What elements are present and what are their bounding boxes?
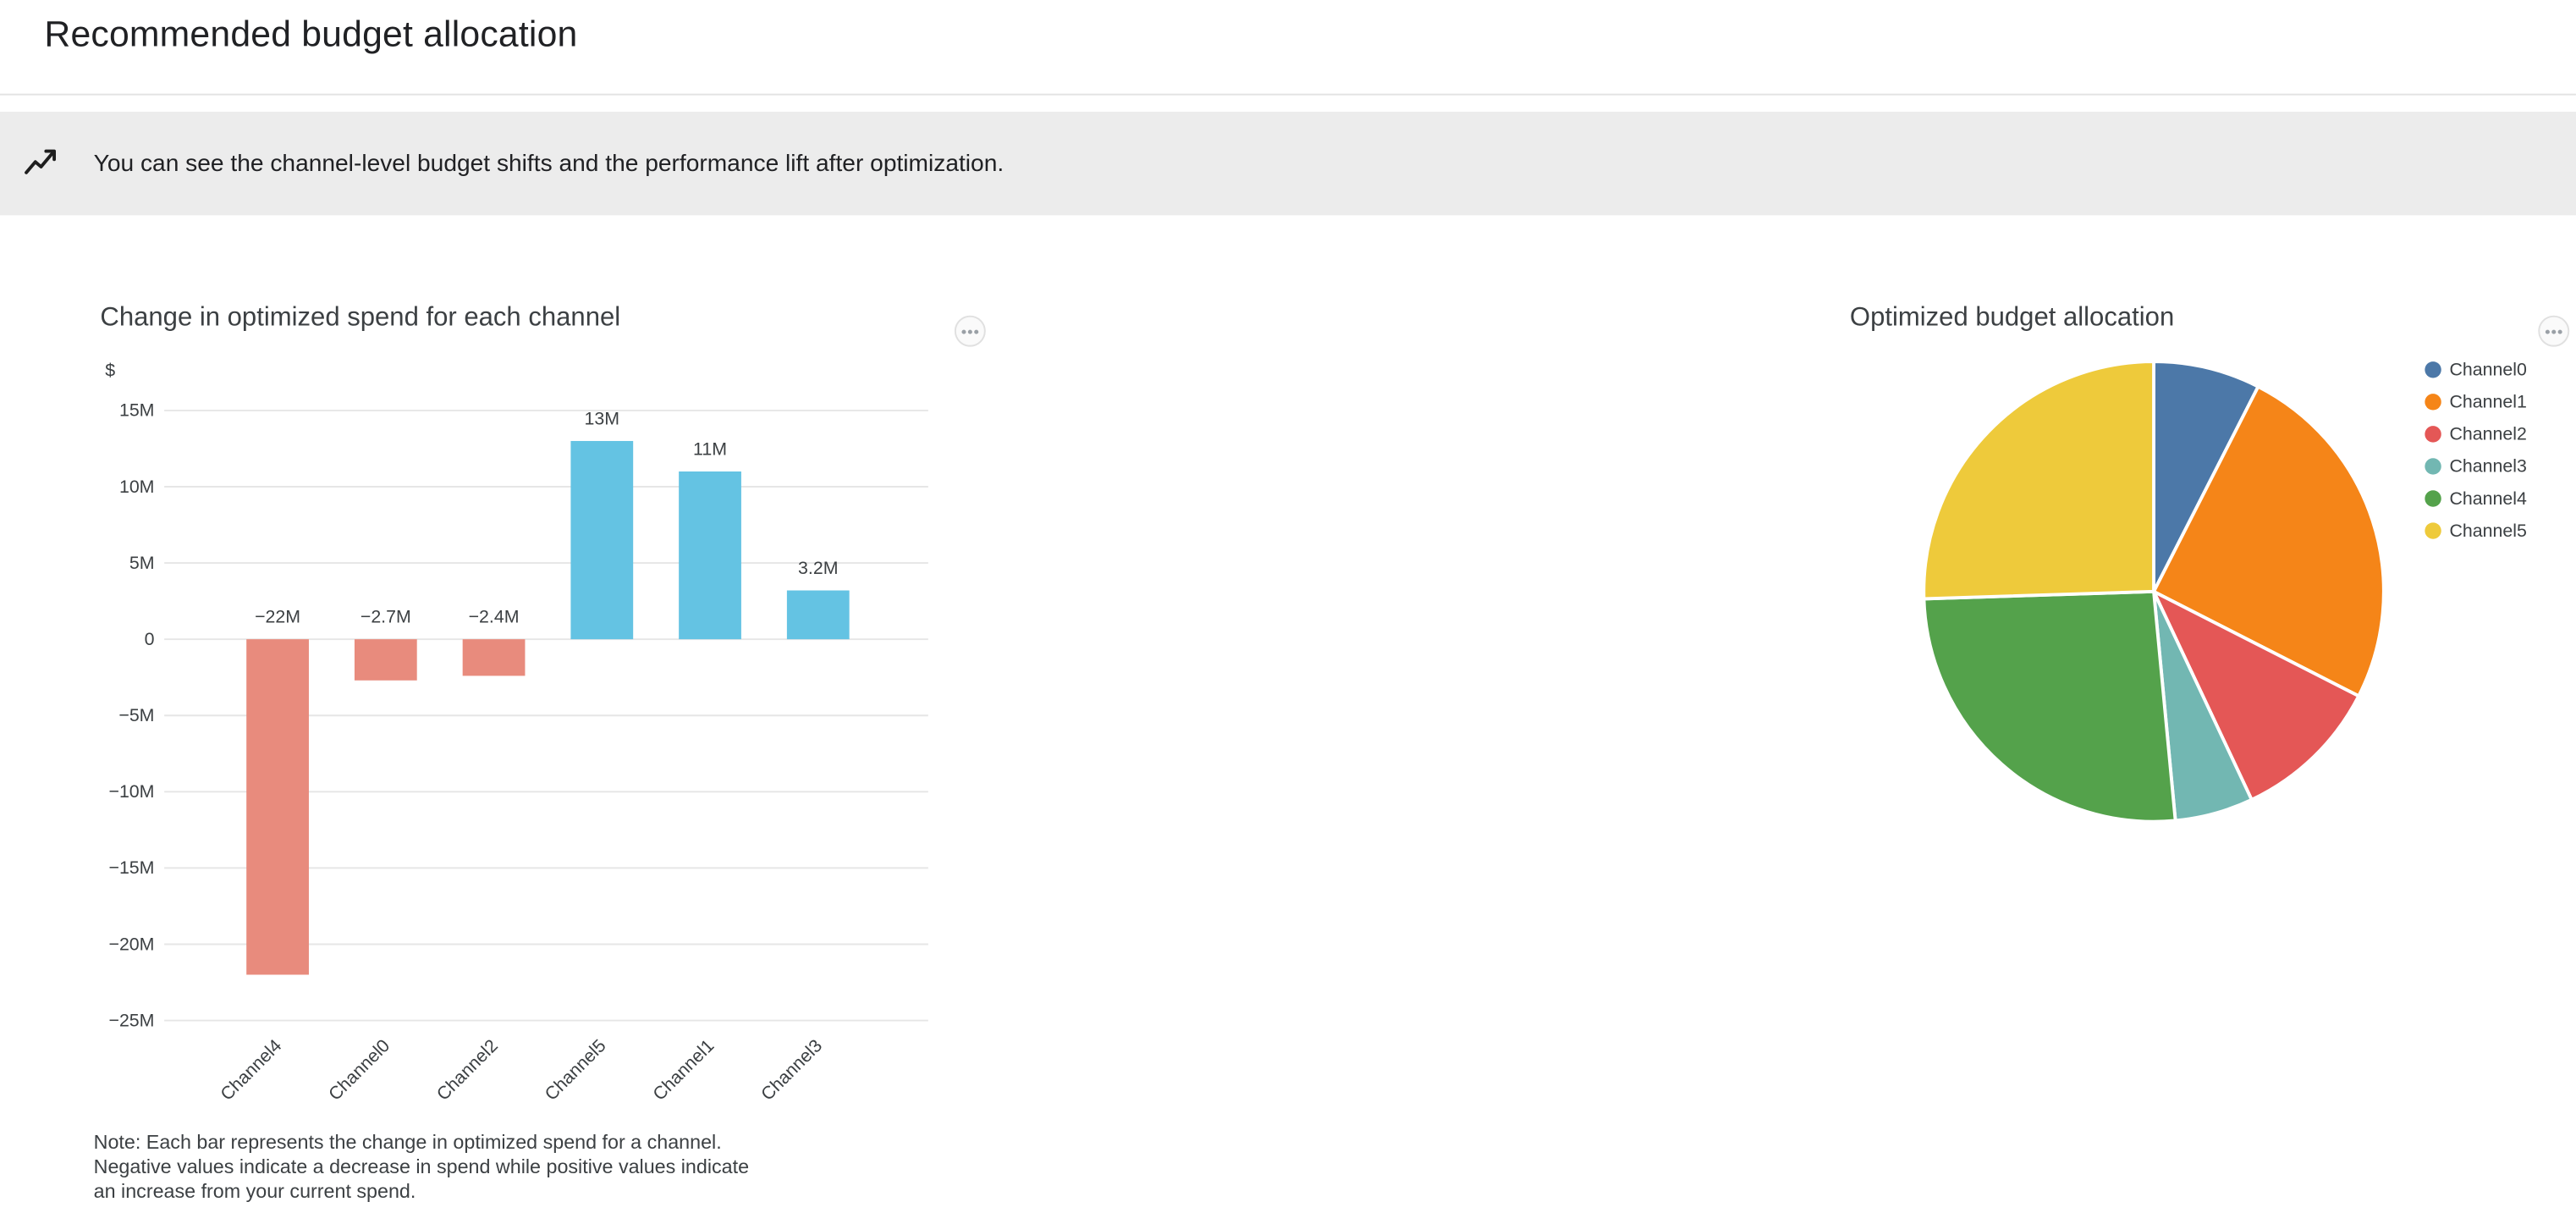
legend-label-Channel4: Channel4: [2449, 488, 2527, 509]
spend-change-chart-note: Note: Each bar represents the change in …: [93, 1130, 750, 1204]
banner-text: You can see the channel-level budget shi…: [93, 150, 1005, 177]
legend-swatch-Channel3: [2425, 458, 2441, 475]
x-tick-label: Channel0: [325, 1035, 394, 1105]
allocation-chart-menu-button[interactable]: [2538, 315, 2570, 347]
bar-value-label: −2.7M: [361, 607, 411, 627]
y-axis-title: $: [105, 361, 115, 381]
bar-Channel5: [570, 440, 634, 640]
pie-slice-Channel0: [2152, 360, 2260, 593]
legend-label-Channel5: Channel5: [2449, 521, 2526, 541]
page-title: Recommended budget allocation: [44, 13, 578, 55]
svg-text:Channel5: Channel5: [541, 1035, 610, 1105]
bar-value-label: 11M: [693, 439, 727, 460]
legend-swatch-Channel1: [2425, 394, 2441, 411]
header-divider: [0, 93, 2576, 96]
svg-text:Channel3: Channel3: [757, 1035, 827, 1105]
bar-value-label: −22M: [255, 607, 300, 627]
legend-swatch-Channel2: [2425, 426, 2441, 443]
y-tick-label: 10M: [119, 477, 155, 497]
info-banner: You can see the channel-level budget shi…: [0, 112, 2576, 216]
bar-value-label: 13M: [585, 409, 620, 429]
svg-text:Channel1: Channel1: [649, 1035, 718, 1105]
spend-change-bar-chart: 15M 10M 5M 0 −5M −10M −15M −20M −25M $ −22M Channel…: [105, 361, 928, 1105]
bar-Channel3: [786, 590, 850, 640]
bar-value-label: 3.2M: [798, 558, 838, 578]
spend-change-chart-title: Change in optimized spend for each chann…: [100, 304, 621, 333]
x-tick-label: Channel4: [217, 1035, 286, 1105]
pie-slice-Channel4: [1922, 589, 2177, 824]
x-tick-label: Channel1: [649, 1035, 718, 1105]
y-tick-label: 0: [145, 629, 155, 649]
bar-Channel0: [354, 639, 417, 681]
y-tick-label: −5M: [118, 705, 154, 725]
allocation-pie-chart: Channel0 Channel1 Channel2 Channel3 Channel4…: [1922, 360, 2527, 824]
svg-text:Channel4: Channel4: [217, 1035, 286, 1105]
x-tick-label: Channel3: [757, 1035, 827, 1105]
pie-slice-Channel1: [2152, 384, 2386, 698]
more-options-icon: [961, 328, 979, 334]
x-tick-label: Channel2: [432, 1035, 502, 1105]
legend-label-Channel0: Channel0: [2449, 360, 2527, 380]
more-options-icon: [2545, 328, 2562, 334]
y-tick-label: 5M: [129, 553, 155, 573]
allocation-chart-title: Optimized budget allocation: [1849, 304, 2175, 333]
legend-swatch-Channel5: [2425, 522, 2441, 539]
legend-swatch-Channel0: [2425, 361, 2441, 378]
bar-Channel2: [462, 639, 526, 676]
spend-change-chart-menu-button[interactable]: [954, 315, 986, 347]
svg-text:Channel0: Channel0: [325, 1035, 394, 1105]
pie-slice-Channel2: [2152, 589, 2361, 802]
y-tick-label: −15M: [108, 857, 154, 878]
legend-label-Channel2: Channel2: [2449, 424, 2526, 444]
y-tick-label: −10M: [108, 781, 154, 802]
bar-Channel1: [679, 471, 741, 640]
svg-text:Channel2: Channel2: [432, 1035, 502, 1105]
bar-value-label: −2.4M: [469, 607, 520, 627]
insights-icon: [23, 145, 59, 181]
bar-Channel4: [246, 639, 309, 975]
legend-label-Channel3: Channel3: [2449, 456, 2526, 477]
legend-swatch-Channel4: [2425, 490, 2441, 507]
y-tick-label: −25M: [108, 1010, 154, 1030]
pie-slice-Channel5: [1922, 360, 2155, 601]
x-tick-label: Channel5: [541, 1035, 610, 1105]
y-tick-label: −20M: [108, 934, 154, 954]
legend-label-Channel1: Channel1: [2449, 392, 2526, 412]
y-tick-label: 15M: [119, 400, 155, 421]
